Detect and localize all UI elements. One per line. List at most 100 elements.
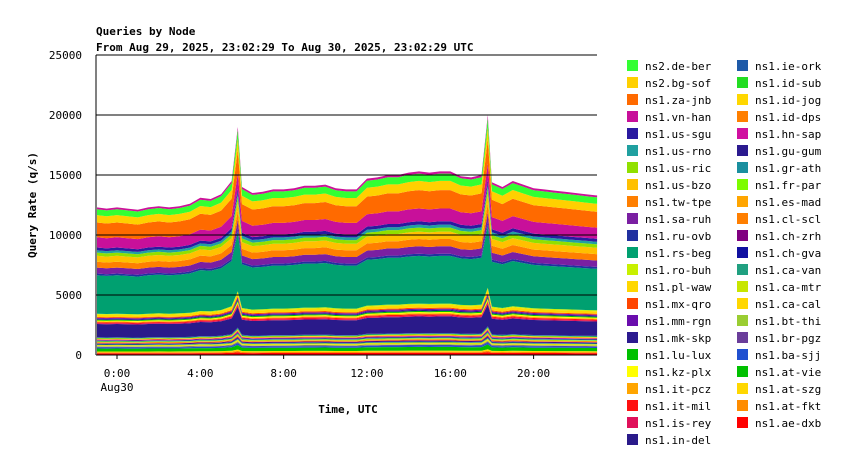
legend-label: ns1.cl-scl (755, 213, 821, 226)
series-area-ns1-id-sub (97, 327, 598, 339)
legend-swatch (627, 128, 638, 139)
legend-label: ns1.es-mad (755, 196, 821, 209)
legend-label: ns1.us-sgu (645, 128, 711, 141)
legend-label: ns1.id-jog (755, 94, 821, 107)
tick-labels: 0 5000 10000 15000 20000 25000 0:00 4:00 8:00 12:… (49, 49, 550, 394)
series-area-ns1-ch-gva (97, 336, 598, 345)
legend-label: ns1.ch-gva (755, 247, 821, 260)
legend-label: ns2.de-ber (645, 60, 712, 73)
legend-swatch (627, 400, 638, 411)
legend-swatch (627, 196, 638, 207)
chart-title: Queries by Node (96, 25, 196, 38)
legend-swatch (737, 60, 748, 71)
x-tick-label: 20:00 (517, 367, 550, 380)
legend-label: ns1.at-fkt (755, 400, 821, 413)
legend-swatch (737, 128, 748, 139)
legend-swatch (737, 77, 748, 88)
legend-label: ns1.ae-dxb (755, 417, 821, 430)
legend-swatch (627, 94, 638, 105)
legend-swatch (737, 366, 748, 377)
legend-swatch (627, 281, 638, 292)
legend-label: ns1.us-ric (645, 162, 711, 175)
legend-swatch (627, 315, 638, 326)
legend-swatch (627, 111, 638, 122)
y-axis-label: Query Rate (q/s) (26, 152, 39, 258)
legend-swatch (627, 213, 638, 224)
legend-label: ns1.ro-buh (645, 264, 711, 277)
legend-swatch (737, 383, 748, 394)
legend-label: ns1.id-sub (755, 77, 821, 90)
y-tick-label: 15000 (49, 169, 82, 182)
series-area-ns2-de-ber (97, 117, 598, 218)
series-area-ns1-ch-zrh (97, 335, 598, 344)
legend-swatch (627, 230, 638, 241)
series-area-ns1-fr-par (97, 332, 598, 343)
series-area-ns1-za-jnb (97, 139, 598, 240)
legend-swatch (627, 417, 638, 428)
legend-label: ns1.gu-gum (755, 145, 822, 158)
legend-swatch (627, 145, 638, 156)
legend-label: ns1.at-vie (755, 366, 821, 379)
legend-label: ns1.ru-ovb (645, 230, 711, 243)
legend-swatch (737, 298, 748, 309)
x-axis-label: Time, UTC (318, 403, 378, 416)
legend-swatch (737, 400, 748, 411)
legend-label: ns1.us-bzo (645, 179, 711, 192)
legend-label: ns1.lu-lux (645, 349, 712, 362)
legend-label: ns1.mx-qro (645, 298, 711, 311)
x-tick-label: 4:00 (187, 367, 214, 380)
series-area-ns1-us-bzo (97, 193, 598, 264)
legend-label: ns1.ch-zrh (755, 230, 821, 243)
legend-label: ns1.br-pgz (755, 332, 821, 345)
legend-swatch (627, 434, 638, 445)
series-area-ns1-at-vie (97, 344, 598, 352)
series-area-ns1-hn-sap (97, 330, 598, 341)
legend-swatch (737, 349, 748, 360)
chart-subtitle: From Aug 29, 2025, 23:02:29 To Aug 30, 2… (96, 41, 474, 54)
legend-label: ns1.is-rey (645, 417, 712, 430)
legend-label: ns1.ca-mtr (755, 281, 822, 294)
series-area-ns1-id-dps (97, 329, 598, 340)
series-area-ns1-cl-scl (97, 334, 598, 344)
legend-label: ns1.ca-cal (755, 298, 821, 311)
series-area-ns1-us-ric (97, 188, 598, 258)
y-tick-label: 5000 (56, 289, 83, 302)
series-area-ns1-pl-waw (97, 289, 598, 318)
legend-label: ns1.rs-beg (645, 247, 711, 260)
series-area-ns1-sa-ruh (97, 212, 598, 275)
legend-label: ns1.kz-plx (645, 366, 712, 379)
series-area-ns2-bg-sof (97, 127, 598, 225)
legend-label: ns1.fr-par (755, 179, 822, 192)
legend-swatch (627, 366, 638, 377)
legend-swatch (737, 213, 748, 224)
series-area-ns1-es-mad (97, 333, 598, 343)
series-area-ns1-ba-sjj (97, 342, 598, 349)
legend-label: ns1.gr-ath (755, 162, 821, 175)
series-area-ns1-gu-gum (97, 331, 598, 342)
legend-label: ns1.it-mil (645, 400, 711, 413)
legend-label: ns1.ie-ork (755, 60, 822, 73)
series-area-ns1-in-del (97, 304, 598, 338)
legend-label: ns1.in-del (645, 434, 711, 447)
legend-swatch (737, 196, 748, 207)
y-tick-label: 25000 (49, 49, 82, 62)
legend-label: ns1.mk-skp (645, 332, 711, 345)
legend-swatch (737, 179, 748, 190)
legend-label: ns1.pl-waw (645, 281, 712, 294)
series-area-ns1-rs-beg (97, 225, 598, 315)
legend-swatch (627, 349, 638, 360)
series-area-ns1-bt-thi (97, 340, 598, 347)
series-area-ns1-ca-mtr (97, 338, 598, 346)
x-tick-label: 16:00 (434, 367, 467, 380)
y-tick-label: 10000 (49, 229, 82, 242)
series-area-ns1-ca-van (97, 337, 598, 346)
series-area-ns1-ae-dxb (97, 352, 598, 355)
legend-swatch (737, 315, 748, 326)
legend-label: ns1.id-dps (755, 111, 821, 124)
legend-label: ns1.ca-van (755, 264, 821, 277)
legend-label: ns1.it-pcz (645, 383, 711, 396)
x-subtick-label: Aug30 (100, 381, 133, 394)
legend-label: ns1.us-rno (645, 145, 711, 158)
plot-area (97, 115, 598, 355)
legend-swatch (737, 94, 748, 105)
